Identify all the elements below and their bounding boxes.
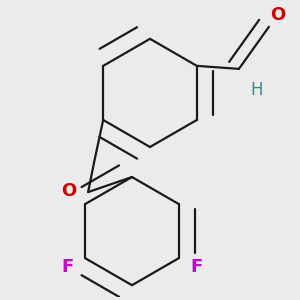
Text: F: F bbox=[191, 258, 203, 276]
Text: O: O bbox=[270, 6, 286, 24]
Text: O: O bbox=[61, 182, 76, 200]
Text: F: F bbox=[61, 258, 73, 276]
Text: H: H bbox=[251, 81, 263, 99]
